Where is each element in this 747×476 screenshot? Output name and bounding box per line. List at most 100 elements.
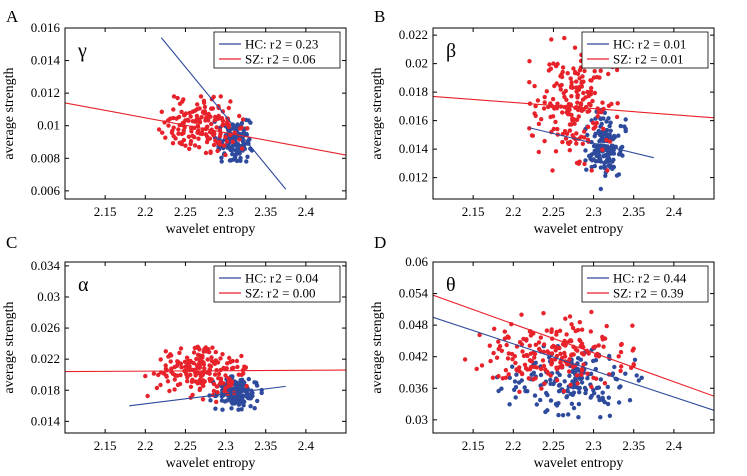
point-sz [151, 371, 157, 376]
point-sz [503, 368, 509, 373]
point-hc [603, 173, 608, 178]
point-sz [550, 168, 555, 173]
point-sz [182, 113, 187, 118]
point-hc [590, 158, 595, 163]
point-hc [608, 120, 613, 125]
point-hc [236, 395, 241, 400]
y-axis-label: average strength [370, 67, 385, 159]
point-sz [550, 114, 556, 119]
point-sz [500, 376, 505, 381]
point-hc [588, 395, 593, 400]
point-hc [234, 382, 239, 388]
point-sz [163, 363, 168, 368]
point-sz [563, 316, 568, 321]
point-sz [488, 358, 493, 364]
point-hc [236, 148, 242, 154]
point-hc [244, 390, 250, 396]
axes-frame [64, 27, 347, 200]
point-hc [598, 165, 604, 170]
point-hc [617, 385, 622, 390]
legend-label-hc: HC: r2 = 0.04 [245, 271, 319, 286]
point-hc [531, 370, 536, 375]
point-sz [179, 109, 184, 115]
point-sz [182, 359, 188, 364]
fit-line-sz [65, 369, 346, 373]
y-tick-label: 0.016 [399, 113, 429, 128]
point-sz [587, 108, 592, 114]
point-hc [213, 406, 218, 411]
legend-r2-text: 2 = 0.44 [643, 271, 687, 286]
point-hc [255, 398, 260, 404]
point-sz [163, 366, 169, 371]
point-sz [240, 117, 246, 122]
point-hc [556, 412, 561, 418]
point-sz [211, 388, 217, 394]
point-sz [561, 389, 567, 394]
point-sz [201, 100, 207, 106]
point-sz [169, 369, 174, 374]
point-sz [513, 360, 518, 366]
point-sz [189, 379, 195, 384]
point-sz [186, 362, 191, 367]
point-sz [582, 129, 587, 134]
point-sz [200, 397, 206, 402]
point-sz [237, 137, 242, 142]
point-sz [171, 107, 176, 112]
y-tick-label: 0.01 [37, 118, 60, 133]
point-sz [227, 355, 232, 361]
point-hc [585, 376, 590, 381]
point-hc [523, 388, 528, 394]
x-tick-label: 2.15 [462, 438, 485, 453]
band-symbol: α [78, 274, 89, 296]
point-sz [245, 126, 250, 131]
point-hc [602, 164, 607, 169]
point-sz [541, 106, 547, 111]
point-hc [596, 385, 602, 390]
point-hc [593, 366, 598, 372]
point-sz [600, 334, 605, 340]
point-sz [171, 115, 176, 121]
point-sz [553, 119, 558, 125]
point-sz [592, 344, 598, 349]
point-hc [597, 155, 602, 161]
y-tick-label: 0.054 [399, 286, 429, 301]
point-sz [527, 358, 533, 363]
point-sz [188, 372, 193, 377]
point-sz [604, 323, 609, 329]
point-sz [549, 37, 554, 42]
x-tick-label: 2.25 [542, 438, 565, 453]
point-hc [248, 404, 253, 409]
point-sz [506, 351, 511, 356]
point-sz [560, 110, 565, 115]
point-sz [218, 356, 223, 361]
point-hc [568, 391, 573, 397]
point-sz [208, 114, 213, 119]
point-sz [188, 358, 193, 364]
point-sz [217, 134, 223, 139]
point-sz [585, 371, 590, 376]
point-hc [589, 152, 594, 157]
point-hc [576, 401, 582, 407]
point-hc [545, 408, 550, 413]
fit-line-hc [529, 127, 654, 159]
point-sz [561, 90, 566, 96]
point-hc [246, 376, 251, 382]
point-sz [557, 365, 562, 370]
point-sz [176, 131, 181, 136]
fit-line-hc [160, 37, 287, 190]
point-sz [172, 377, 177, 382]
point-sz [566, 369, 572, 374]
point-sz [204, 139, 210, 145]
point-sz [570, 325, 576, 331]
point-sz [159, 109, 164, 115]
point-sz [579, 327, 585, 332]
point-sz [231, 365, 236, 371]
point-sz [169, 366, 174, 371]
point-sz [212, 118, 217, 123]
point-hc [538, 372, 544, 378]
point-sz [597, 75, 602, 80]
point-sz [560, 139, 565, 145]
point-sz [581, 352, 586, 357]
x-tick-label: 2.2 [137, 438, 153, 453]
